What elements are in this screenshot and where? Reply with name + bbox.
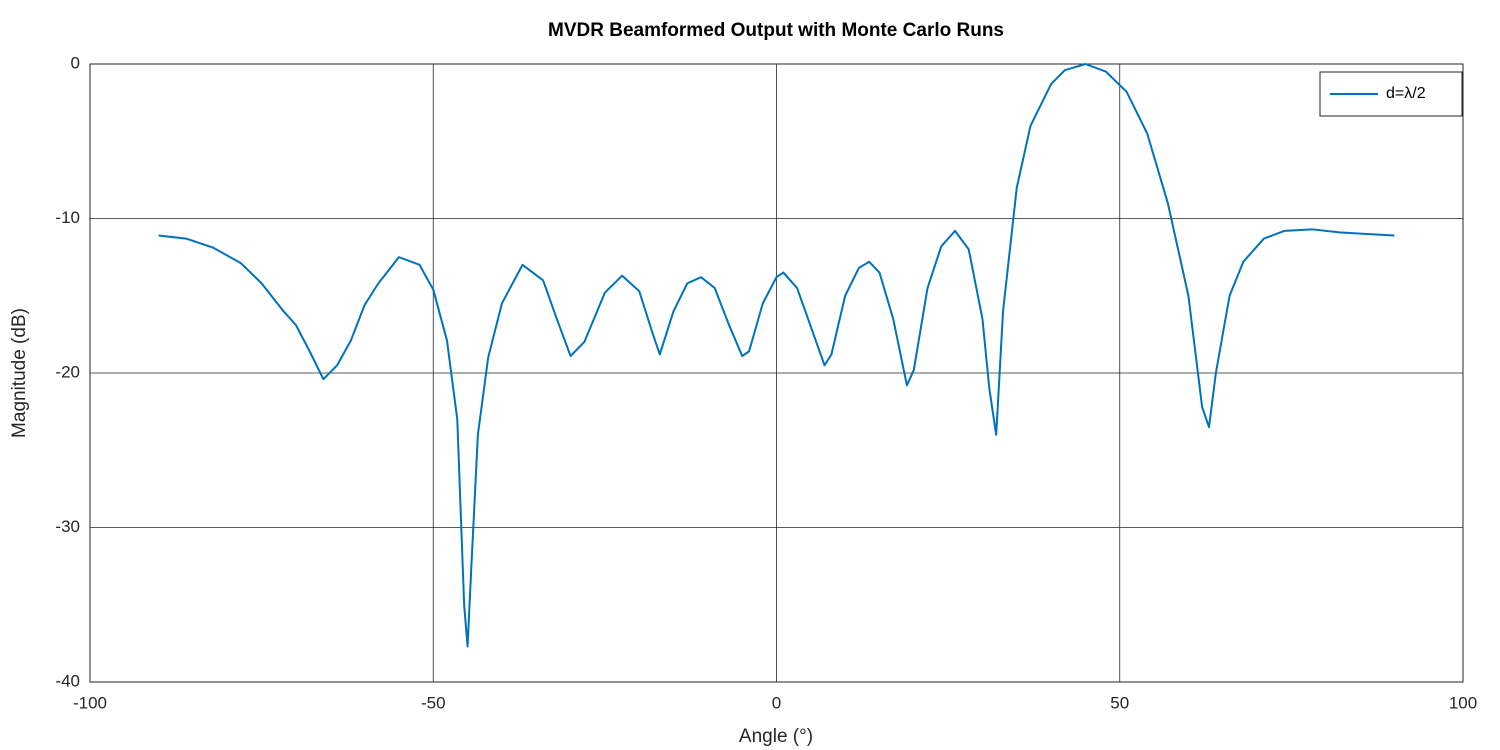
x-axis-label: Angle (°) (739, 726, 813, 747)
y-axis-label: Magnitude (dB) (9, 308, 30, 438)
x-tick-label: -50 (421, 693, 446, 712)
x-tick-label: 100 (1449, 693, 1477, 712)
x-tick-label: -100 (73, 693, 107, 712)
y-tick-label: -30 (55, 517, 80, 536)
y-tick-label: -40 (55, 671, 80, 690)
y-tick-label: -10 (55, 208, 80, 227)
chart-title: MVDR Beamformed Output with Monte Carlo … (548, 20, 1004, 41)
x-tick-label: 0 (772, 693, 781, 712)
legend-label: d=λ/2 (1386, 85, 1426, 102)
y-tick-label: 0 (71, 53, 80, 72)
x-tick-label: 50 (1110, 693, 1129, 712)
plot-frame (89, 63, 1464, 683)
line (158, 63, 1395, 648)
y-tick-label: -20 (55, 362, 80, 381)
